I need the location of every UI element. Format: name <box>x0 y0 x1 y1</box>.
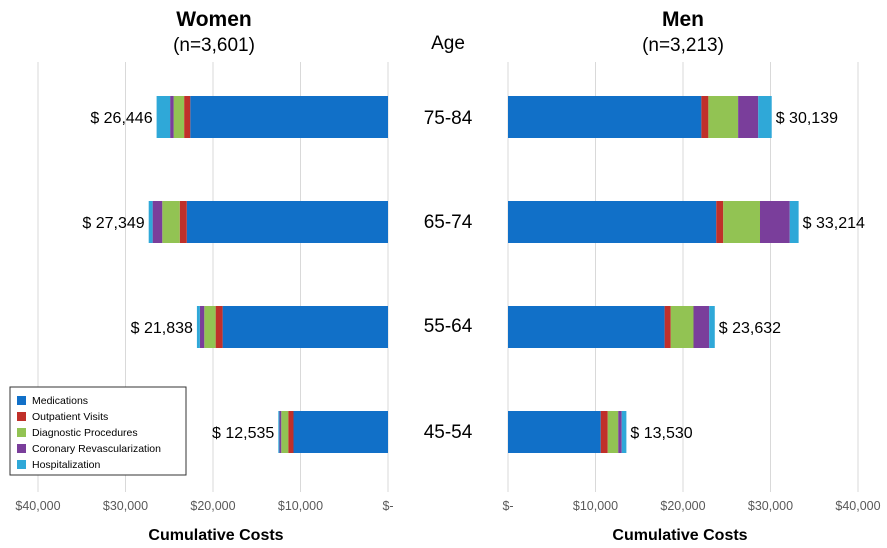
legend-box <box>9 386 187 476</box>
age-label-65-74: 65-74 <box>424 212 473 233</box>
men-bar-75-84-diagnostic-procedures <box>708 96 739 138</box>
men-panel-title: Men <box>662 8 704 31</box>
men-bar-55-64-diagnostic-procedures <box>670 306 694 348</box>
men-bar-75-84-medications <box>508 96 702 138</box>
age-label-75-84: 75-84 <box>424 108 473 129</box>
women-x-tick: $20,000 <box>190 499 235 513</box>
legend-label-medications: Medications <box>32 395 88 407</box>
legend-label-outpatient-visits: Outpatient Visits <box>32 411 108 423</box>
age-header: Age <box>431 33 465 54</box>
women-panel-title: Women <box>176 8 251 31</box>
women-bar-55-64-outpatient-visits <box>215 306 223 348</box>
men-total-75-84: $ 30,139 <box>776 110 838 127</box>
women-x-tick: $- <box>382 499 393 513</box>
women-x-tick: $40,000 <box>15 499 60 513</box>
women-total-55-64: $ 21,838 <box>131 320 193 337</box>
men-bar-65-74-medications <box>508 201 717 243</box>
legend-swatch-hospitalization <box>17 460 26 469</box>
women-panel-subtitle: (n=3,601) <box>173 35 255 56</box>
women-bar-55-64-diagnostic-procedures <box>204 306 216 348</box>
men-bar-45-54-diagnostic-procedures <box>607 411 619 453</box>
men-bar-75-84-coronary-revascularization <box>738 96 759 138</box>
legend-label-coronary-revascularization: Coronary Revascularization <box>32 443 161 455</box>
women-bar-55-64-coronary-revascularization <box>199 306 205 348</box>
women-bar-75-84-medications <box>190 96 388 138</box>
men-bar-45-54-medications <box>508 411 601 453</box>
women-x-axis-label: Cumulative Costs <box>148 527 283 544</box>
age-label-45-54: 45-54 <box>424 422 473 443</box>
men-bar-75-84-hospitalization <box>758 96 772 138</box>
women-bar-75-84-outpatient-visits <box>184 96 191 138</box>
men-x-axis-label: Cumulative Costs <box>612 527 747 544</box>
men-x-tick: $30,000 <box>748 499 793 513</box>
men-x-tick: $40,000 <box>835 499 880 513</box>
men-bar-55-64-coronary-revascularization <box>693 306 710 348</box>
men-bar-55-64-medications <box>508 306 665 348</box>
men-panel-subtitle: (n=3,213) <box>642 35 724 56</box>
age-label-55-64: 55-64 <box>424 316 473 337</box>
women-x-tick: $30,000 <box>103 499 148 513</box>
men-total-55-64: $ 23,632 <box>719 320 781 337</box>
women-total-65-74: $ 27,349 <box>82 215 144 232</box>
legend: Medications Outpatient Visits Diagnostic… <box>9 386 187 476</box>
women-bar-45-54-coronary-revascularization <box>279 411 282 453</box>
men-bar-55-64-hospitalization <box>709 306 715 348</box>
men-bar-45-54-coronary-revascularization <box>618 411 622 453</box>
women-bar-45-54-outpatient-visits <box>288 411 294 453</box>
men-bar-65-74-diagnostic-procedures <box>723 201 760 243</box>
legend-label-diagnostic-procedures: Diagnostic Procedures <box>32 427 138 439</box>
legend-swatch-coronary-revascularization <box>17 444 26 453</box>
legend-label-hospitalization: Hospitalization <box>32 459 100 471</box>
legend-swatch-medications <box>17 396 26 405</box>
legend-swatch-outpatient-visits <box>17 412 26 421</box>
women-bar-55-64-hospitalization <box>196 306 200 348</box>
men-x-tick: $10,000 <box>573 499 618 513</box>
bars <box>148 96 799 453</box>
men-bar-45-54-outpatient-visits <box>600 411 608 453</box>
men-bar-75-84-outpatient-visits <box>701 96 709 138</box>
men-total-45-54: $ 13,530 <box>630 425 692 442</box>
men-bar-55-64-outpatient-visits <box>664 306 671 348</box>
women-bar-75-84-diagnostic-procedures <box>173 96 185 138</box>
men-total-65-74: $ 33,214 <box>803 215 865 232</box>
women-bar-45-54-diagnostic-procedures <box>281 411 289 453</box>
men-bar-45-54-hospitalization <box>621 411 627 453</box>
men-bar-65-74-outpatient-visits <box>716 201 724 243</box>
women-bar-45-54-hospitalization <box>278 411 280 453</box>
women-bar-75-84-hospitalization <box>156 96 171 138</box>
men-bar-65-74-hospitalization <box>789 201 799 243</box>
women-bar-65-74-coronary-revascularization <box>152 201 163 243</box>
women-bar-65-74-diagnostic-procedures <box>162 201 180 243</box>
women-bar-65-74-outpatient-visits <box>179 201 187 243</box>
women-total-75-84: $ 26,446 <box>90 110 152 127</box>
women-bar-65-74-hospitalization <box>148 201 153 243</box>
women-bar-55-64-medications <box>222 306 388 348</box>
men-x-tick: $20,000 <box>660 499 705 513</box>
women-bar-75-84-coronary-revascularization <box>170 96 174 138</box>
women-total-45-54: $ 12,535 <box>212 425 274 442</box>
men-bar-65-74-coronary-revascularization <box>760 201 790 243</box>
women-x-tick: $10,000 <box>278 499 323 513</box>
women-bar-65-74-medications <box>186 201 388 243</box>
women-bar-45-54-medications <box>293 411 388 453</box>
men-x-tick: $- <box>502 499 513 513</box>
legend-swatch-diagnostic-procedures <box>17 428 26 437</box>
